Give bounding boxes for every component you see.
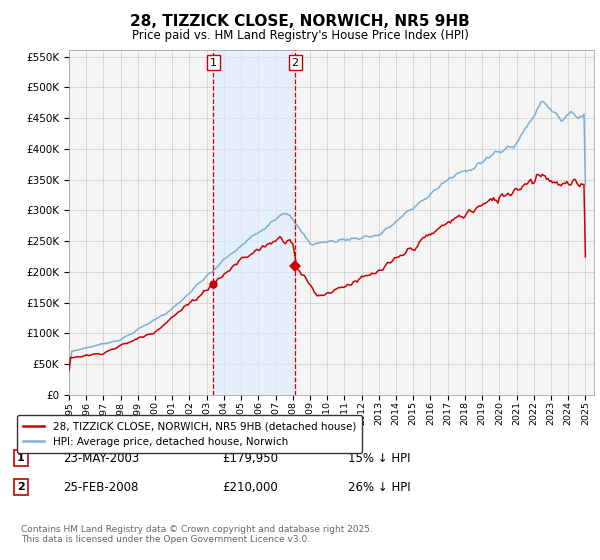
Text: £210,000: £210,000 (222, 480, 278, 494)
Text: £179,950: £179,950 (222, 451, 278, 465)
Text: 26% ↓ HPI: 26% ↓ HPI (348, 480, 410, 494)
Text: 23-MAY-2003: 23-MAY-2003 (63, 451, 139, 465)
Text: 15% ↓ HPI: 15% ↓ HPI (348, 451, 410, 465)
Text: Contains HM Land Registry data © Crown copyright and database right 2025.
This d: Contains HM Land Registry data © Crown c… (21, 525, 373, 544)
Bar (213, 50, 295, 395)
Text: 2: 2 (292, 58, 299, 68)
Text: 25-FEB-2008: 25-FEB-2008 (63, 480, 139, 494)
Text: Price paid vs. HM Land Registry's House Price Index (HPI): Price paid vs. HM Land Registry's House … (131, 29, 469, 42)
Text: 2: 2 (17, 482, 25, 492)
Text: 1: 1 (17, 453, 25, 463)
Text: 28, TIZZICK CLOSE, NORWICH, NR5 9HB: 28, TIZZICK CLOSE, NORWICH, NR5 9HB (130, 14, 470, 29)
Text: 1: 1 (210, 58, 217, 68)
Legend: 28, TIZZICK CLOSE, NORWICH, NR5 9HB (detached house), HPI: Average price, detach: 28, TIZZICK CLOSE, NORWICH, NR5 9HB (det… (17, 415, 362, 453)
